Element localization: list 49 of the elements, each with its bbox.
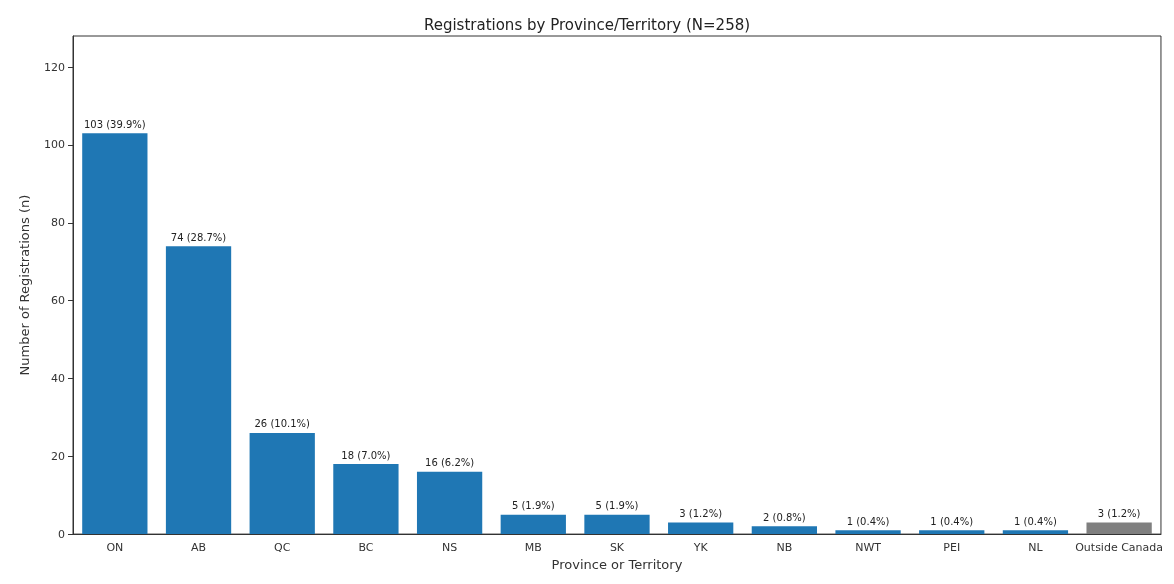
data-label: 1 (0.4%)	[846, 515, 890, 527]
x-tick-label: YK	[692, 541, 709, 555]
x-axis-title: Province or Territory	[551, 557, 683, 572]
data-label: 16 (6.2%)	[425, 457, 475, 469]
data-label: 26 (10.1%)	[254, 418, 311, 430]
bar	[919, 530, 985, 535]
y-tick-label: 20	[51, 449, 65, 463]
x-tick-label: SK	[609, 541, 625, 555]
bar	[584, 514, 650, 535]
x-tick-label: BC	[358, 541, 374, 555]
y-tick-label: 120	[44, 60, 65, 74]
y-tick-label: 100	[44, 138, 65, 152]
y-tick-label: 0	[58, 527, 65, 541]
x-tick-label: Outside Canada	[1075, 541, 1164, 555]
x-tick-label: AB	[191, 541, 207, 555]
y-axis-title: Number of Registrations (n)	[17, 194, 32, 376]
x-tick-label: NB	[776, 541, 793, 555]
bar	[1086, 522, 1152, 535]
x-tick-label: MB	[524, 541, 542, 555]
bar	[165, 246, 232, 535]
bar	[751, 526, 817, 535]
bar	[500, 514, 566, 535]
bar	[82, 133, 148, 535]
bar	[333, 464, 399, 535]
data-label: 5 (1.9%)	[511, 500, 555, 512]
data-label: 1 (0.4%)	[1014, 515, 1057, 527]
y-tick-label: 60	[51, 294, 65, 308]
x-tick-label: NS	[441, 541, 458, 555]
data-label: 5 (1.9%)	[595, 500, 639, 512]
data-label: 18 (7.0%)	[341, 449, 391, 461]
bar	[835, 530, 901, 535]
x-tick-label: PEI	[943, 541, 961, 555]
x-tick-label: QC	[274, 541, 291, 555]
data-label: 1 (0.4%)	[930, 515, 974, 527]
data-label: 74 (28.7%)	[170, 231, 227, 243]
data-label: 103 (39.9%)	[83, 118, 146, 130]
bar	[668, 522, 734, 535]
data-label: 2 (0.8%)	[762, 511, 806, 523]
bar	[1002, 530, 1069, 535]
bar	[249, 432, 315, 535]
data-label: 3 (1.2%)	[679, 507, 723, 519]
x-tick-label: NL	[1028, 541, 1044, 555]
y-tick-label: 40	[51, 371, 65, 385]
chart-title: Registrations by Province/Territory (N=258)	[423, 15, 751, 34]
x-tick-label: ON	[106, 541, 124, 555]
y-tick-label: 80	[51, 216, 65, 230]
x-tick-label: NWT	[855, 541, 882, 555]
data-label: 3 (1.2%)	[1097, 507, 1141, 519]
bar	[416, 471, 483, 535]
